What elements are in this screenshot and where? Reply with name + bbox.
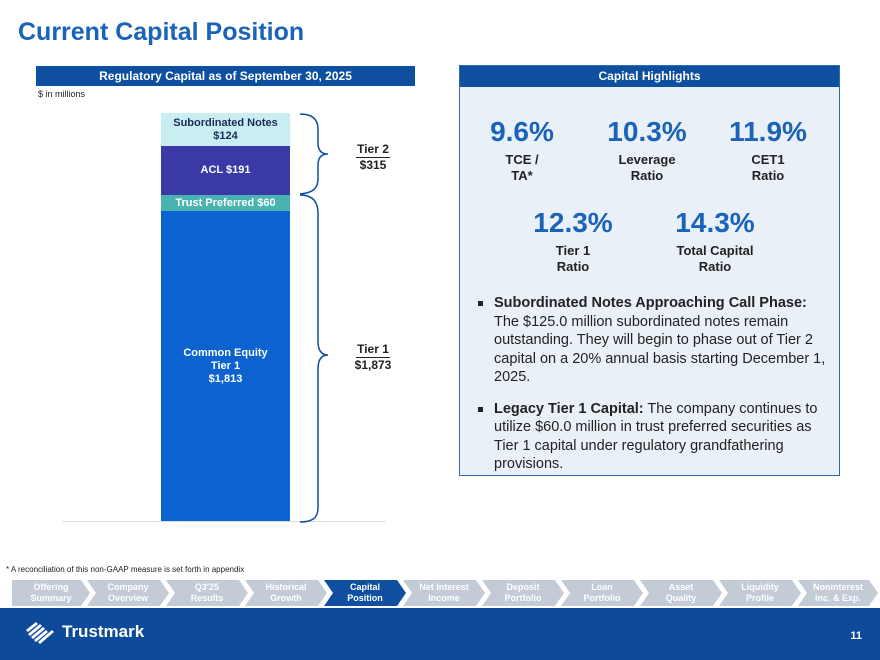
subordinated-notes-label: Subordinated Notes xyxy=(173,116,278,129)
regulatory-capital-header: Regulatory Capital as of September 30, 2… xyxy=(36,66,415,86)
nav-line2: Portfolio xyxy=(583,593,621,603)
nav-q3-results[interactable]: Q3'25 Results xyxy=(166,580,248,606)
highlights-list: Subordinated Notes Approaching Call Phas… xyxy=(476,294,828,487)
metric-label: CET1 Ratio xyxy=(751,152,785,183)
nav-capital-position[interactable]: Capital Position xyxy=(324,580,406,606)
nav-loan-portfolio[interactable]: Loan Portfolio xyxy=(561,580,643,606)
nav-line2: Profile xyxy=(745,593,774,603)
nav-line1: Noninterest xyxy=(812,582,863,592)
metric-total-capital-ratio: 14.3% Total Capital Ratio xyxy=(656,207,774,275)
curly-brace-icon xyxy=(299,113,329,523)
metric-leverage-ratio: 10.3% Leverage Ratio xyxy=(594,116,700,184)
common-equity-segment: Common Equity Tier 1 $1,813 xyxy=(161,211,290,521)
nav-line1: Offering xyxy=(33,582,69,592)
acl-segment: ACL $191 xyxy=(161,146,290,195)
nav-line1: Q3'25 xyxy=(194,582,220,592)
nav-line1: Capital xyxy=(349,582,380,592)
page-number: 11 xyxy=(850,630,862,642)
nav-line2: Results xyxy=(190,593,224,603)
nav-company-overview[interactable]: Company Overview xyxy=(87,580,169,606)
subordinated-notes-value: $124 xyxy=(213,129,238,142)
capital-highlights-panel: Capital Highlights 9.6% TCE / TA* 10.3% … xyxy=(459,65,840,476)
nav-net-interest-income[interactable]: Net Interest Income xyxy=(403,580,485,606)
nav-line2: Position xyxy=(347,593,383,603)
metric-label: Tier 1 Ratio xyxy=(555,243,591,274)
common-equity-label: Common Equity xyxy=(183,346,268,359)
nav-line1: Company xyxy=(107,582,149,592)
trust-preferred-segment: Trust Preferred $60 xyxy=(161,195,290,211)
list-item: Legacy Tier 1 Capital: The company conti… xyxy=(476,400,828,474)
chart-baseline xyxy=(62,521,386,522)
nav-noninterest[interactable]: Noninterest Inc. & Exp. xyxy=(798,580,878,606)
page-title: Current Capital Position xyxy=(18,18,305,46)
nav-line1: Liquidity xyxy=(741,582,779,592)
nav-line1: Historical xyxy=(265,582,307,592)
nav-line1: Loan xyxy=(591,582,613,592)
nav-asset-quality[interactable]: Asset Quality xyxy=(640,580,722,606)
nav-line1: Deposit xyxy=(506,582,540,592)
bullet-text: The $125.0 million subordinated notes re… xyxy=(494,313,826,386)
common-equity-value: $1,813 xyxy=(208,372,243,385)
metric-label: TCE / TA* xyxy=(505,152,539,183)
metric-cet1-ratio: 11.9% CET1 Ratio xyxy=(720,116,816,184)
trustmark-logo: Trustmark xyxy=(26,620,144,644)
tier1-callout: Tier 1 $1,873 xyxy=(345,342,401,373)
nav-line2: Summary xyxy=(30,593,72,603)
trust-preferred-label: Trust Preferred $60 xyxy=(175,196,276,209)
metric-value: 12.3% xyxy=(533,207,613,238)
metric-value: 11.9% xyxy=(729,116,807,147)
footer-bar: Trustmark 11 xyxy=(0,608,880,660)
metric-label: Total Capital Ratio xyxy=(676,243,754,274)
bullet-text: The company continues to utilize $60.0 m… xyxy=(494,400,818,473)
list-item: Subordinated Notes Approaching Call Phas… xyxy=(476,294,828,387)
nav-line2: Quality xyxy=(665,593,697,603)
square-bullet-icon xyxy=(478,406,483,412)
metric-value: 10.3% xyxy=(607,116,687,147)
metric-value: 9.6% xyxy=(490,116,554,147)
subordinated-notes-segment: Subordinated Notes $124 xyxy=(161,113,290,146)
nav-offering-summary[interactable]: Offering Summary xyxy=(12,580,90,606)
tier1-value: $1,873 xyxy=(354,358,392,372)
nav-liquidity-profile[interactable]: Liquidity Profile xyxy=(719,580,801,606)
metric-tce-ta: 9.6% TCE / TA* xyxy=(480,116,564,184)
common-equity-label-2: Tier 1 xyxy=(210,359,241,372)
nav-line2: Inc. & Exp. xyxy=(814,593,861,603)
nav-historical-growth[interactable]: Historical Growth xyxy=(245,580,327,606)
nav-line2: Portfolio xyxy=(504,593,542,603)
square-bullet-icon xyxy=(478,301,483,306)
metric-tier1-ratio: 12.3% Tier 1 Ratio xyxy=(520,207,626,275)
nav-line1: Asset xyxy=(668,582,694,592)
metric-label: Leverage Ratio xyxy=(618,152,676,183)
section-nav: Offering Summary Company Overview Q3'25 Res… xyxy=(0,580,880,606)
tier2-name: Tier 2 xyxy=(356,142,390,158)
logo-text: Trustmark xyxy=(62,622,145,641)
footnote: * A reconciliation of this non-GAAP meas… xyxy=(6,565,245,574)
bullet-heading: Subordinated Notes Approaching Call Phas… xyxy=(494,295,807,311)
metric-value: 14.3% xyxy=(675,207,755,238)
tier2-value: $315 xyxy=(359,158,387,172)
nav-line2: Income xyxy=(428,593,460,603)
nav-deposit-portfolio[interactable]: Deposit Portfolio xyxy=(482,580,564,606)
bullet-heading: Legacy Tier 1 Capital: xyxy=(494,400,644,417)
nav-line2: Overview xyxy=(107,593,149,603)
units-note: $ in millions xyxy=(38,89,86,99)
trustmark-logo-icon xyxy=(26,622,54,644)
tier2-callout: Tier 2 $315 xyxy=(347,142,399,173)
acl-label: ACL $191 xyxy=(200,164,251,176)
nav-line2: Growth xyxy=(270,593,302,603)
capital-highlights-header: Capital Highlights xyxy=(460,66,839,87)
nav-line1: Net Interest xyxy=(419,582,469,592)
tier1-name: Tier 1 xyxy=(356,342,390,358)
